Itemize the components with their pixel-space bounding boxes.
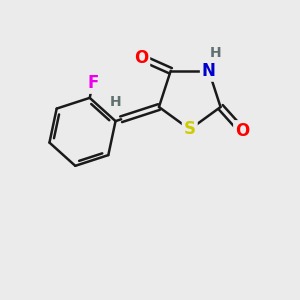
Text: O: O — [134, 49, 148, 67]
Text: F: F — [87, 74, 99, 92]
Text: H: H — [110, 95, 122, 110]
Text: N: N — [202, 62, 216, 80]
Text: O: O — [235, 122, 249, 140]
Text: S: S — [184, 120, 196, 138]
Text: H: H — [210, 46, 221, 60]
